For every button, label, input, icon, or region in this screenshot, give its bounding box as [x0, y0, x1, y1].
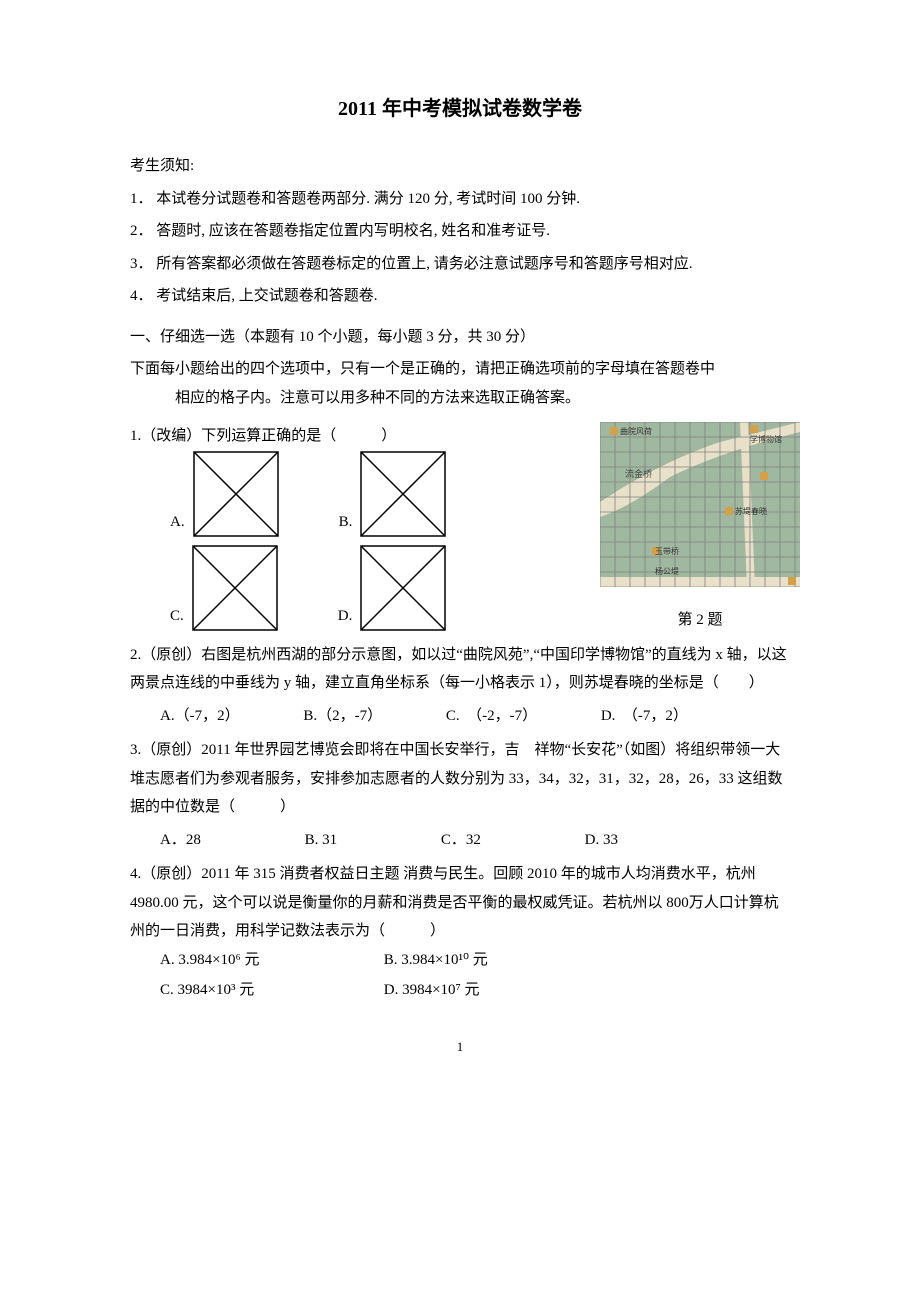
svg-text:学博物馆: 学博物馆 [750, 434, 782, 444]
question-text: 4.（原创）2011 年 315 消费者权益日主题 消费与民生。回顾 2010 … [130, 860, 790, 946]
option-a: A．28 [160, 826, 201, 855]
instructions-header: 考生须知: [130, 152, 790, 181]
map-caption: 第 2 题 [600, 606, 800, 635]
option-b: B. 31 [305, 826, 338, 855]
option-d: D. 33 [585, 826, 618, 855]
option-d: D. 3984×10⁷ 元 [384, 976, 604, 1005]
svg-text:流金桥: 流金桥 [625, 468, 652, 479]
question-3: 3.（原创）2011 年世界园艺博览会即将在中国长安举行，吉 祥物“长安花”（如… [130, 736, 790, 854]
section-sub: 相应的格子内。注意可以用多种不同的方法来选取正确答案。 [130, 384, 790, 413]
svg-text:苏堤春晓: 苏堤春晓 [735, 506, 767, 516]
option-image-placeholder [360, 451, 446, 537]
page-number: 1 [130, 1035, 790, 1060]
options: A.（-7，2） B.（2，-7） C. （-2，-7） D. （-7，2） [160, 702, 790, 731]
option-label-d: D. [338, 602, 353, 631]
option-image-placeholder [192, 545, 278, 631]
option-label-a: A. [170, 508, 185, 537]
options: A. 3.984×10⁶ 元 B. 3.984×10¹⁰ 元 C. 3984×1… [160, 946, 790, 1005]
question-text: 2.（原创）右图是杭州西湖的部分示意图，如以过“曲院风苑”,“中国印学博物馆”的… [130, 641, 790, 698]
question-2: 2.（原创）右图是杭州西湖的部分示意图，如以过“曲院风苑”,“中国印学博物馆”的… [130, 641, 790, 731]
option-image-placeholder [193, 451, 279, 537]
option-c: C．32 [441, 826, 481, 855]
svg-text:玉带桥: 玉带桥 [655, 546, 679, 556]
option-b: B. 3.984×10¹⁰ 元 [384, 946, 604, 975]
option-a: A.（-7，2） [160, 702, 240, 731]
section-header: 一、仔细选一选（本题有 10 个小题，每小题 3 分，共 30 分） [130, 323, 790, 352]
document-title: 2011 年中考模拟试卷数学卷 [130, 90, 790, 128]
map-figure: 曲院风荷 学博物馆 流金桥 苏堤春晓 玉带桥 杨公堤 第 2 题 [600, 422, 800, 634]
option-c: C. 3984×10³ 元 [160, 976, 380, 1005]
question-text: 3.（原创）2011 年世界园艺博览会即将在中国长安举行，吉 祥物“长安花”（如… [130, 736, 790, 822]
svg-text:杨公堤: 杨公堤 [655, 566, 679, 576]
section-sub: 下面每小题给出的四个选项中，只有一个是正确的，请把正确选项前的字母填在答题卷中 [130, 355, 790, 384]
options: A．28 B. 31 C．32 D. 33 [160, 826, 790, 855]
map-image: 曲院风荷 学博物馆 流金桥 苏堤春晓 玉带桥 杨公堤 [600, 422, 800, 587]
option-b: B.（2，-7） [303, 702, 382, 731]
instruction-item: 3． 所有答案都必须做在答题卷标定的位置上, 请务必注意试题序号和答题序号相对应… [130, 250, 790, 279]
svg-text:曲院风荷: 曲院风荷 [620, 426, 652, 436]
instruction-item: 2． 答题时, 应该在答题卷指定位置内写明校名, 姓名和准考证号. [130, 217, 790, 246]
instruction-item: 4． 考试结束后, 上交试题卷和答题卷. [130, 282, 790, 311]
question-4: 4.（原创）2011 年 315 消费者权益日主题 消费与民生。回顾 2010 … [130, 860, 790, 1005]
instruction-item: 1． 本试卷分试题卷和答题卷两部分. 满分 120 分, 考试时间 100 分钟… [130, 185, 790, 214]
option-c: C. （-2，-7） [446, 702, 537, 731]
option-label-b: B. [339, 508, 353, 537]
option-d: D. （-7，2） [601, 702, 688, 731]
option-image-placeholder [360, 545, 446, 631]
instructions-block: 考生须知: 1． 本试卷分试题卷和答题卷两部分. 满分 120 分, 考试时间 … [130, 152, 790, 311]
question-1: 1.（改编）下列运算正确的是（ ） [130, 422, 790, 631]
option-label-c: C. [170, 602, 184, 631]
option-a: A. 3.984×10⁶ 元 [160, 946, 380, 975]
